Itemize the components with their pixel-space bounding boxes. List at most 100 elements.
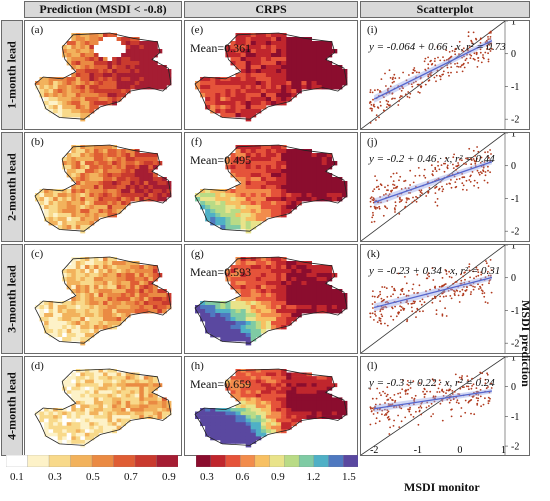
map-cell	[107, 161, 113, 166]
map-cell	[240, 301, 247, 306]
map-cell	[250, 379, 257, 384]
map-cell	[66, 309, 72, 314]
map-cell	[311, 404, 317, 409]
scatter-point	[397, 414, 399, 417]
map-cell	[245, 209, 252, 214]
map-cell	[143, 157, 149, 162]
scatter-point	[441, 185, 443, 188]
map-cell	[93, 205, 99, 210]
scatter-point	[415, 311, 417, 313]
map-cell	[80, 379, 86, 384]
scatter-point	[486, 155, 489, 157]
map-cell	[260, 432, 267, 437]
regression-line	[373, 40, 493, 100]
scatter-point	[369, 89, 372, 91]
map-cell	[93, 101, 99, 106]
map-cell	[112, 393, 117, 398]
map-cell	[271, 201, 277, 206]
map-cell	[230, 81, 236, 86]
scatter-point	[388, 418, 391, 421]
scatter-point	[485, 39, 488, 42]
scatter-point	[434, 166, 437, 169]
map-cell	[84, 429, 90, 434]
map-cell	[336, 415, 343, 419]
map-cell	[57, 105, 63, 110]
map-cell	[112, 73, 117, 78]
map-cell	[301, 77, 307, 82]
map-cell	[130, 386, 136, 391]
map-cell	[75, 313, 81, 318]
map-cell	[89, 89, 95, 94]
map-cell	[107, 77, 113, 82]
map-cell	[103, 281, 108, 286]
map-cell	[235, 337, 241, 342]
map-cell	[62, 209, 68, 214]
map-cell	[316, 85, 323, 90]
scatter-point	[415, 80, 417, 83]
map-cell	[276, 157, 282, 162]
map-cell	[250, 397, 257, 402]
map-cell	[121, 177, 126, 182]
scatter-point	[378, 392, 381, 394]
map-cell	[240, 181, 247, 186]
scatter-point	[435, 185, 438, 188]
map-cell	[75, 369, 81, 373]
map-cell	[107, 93, 113, 98]
map-cell	[230, 429, 236, 434]
map-cell	[57, 197, 63, 202]
map-cell	[139, 285, 145, 290]
map-cell	[286, 209, 292, 214]
map-cell	[271, 49, 277, 54]
scatter-point	[401, 388, 404, 391]
map-cell	[271, 37, 277, 42]
x-tick-label: -2	[370, 445, 378, 455]
map-cell	[276, 285, 282, 290]
map-cell	[245, 379, 252, 384]
map-cell	[130, 53, 136, 58]
map-cell	[89, 317, 95, 322]
map-cell	[107, 400, 113, 405]
map-cell	[205, 81, 211, 86]
map-cell	[250, 193, 257, 198]
map-cell	[103, 269, 108, 274]
map-cell	[152, 193, 158, 198]
map-cell	[271, 273, 277, 278]
map-cell	[210, 201, 216, 206]
scatter-point	[400, 309, 402, 312]
map-cell	[84, 281, 90, 286]
map-cell	[84, 113, 90, 118]
map-cell	[210, 221, 216, 226]
map-cell	[220, 333, 226, 338]
scatter-point	[454, 294, 456, 296]
scatter-point	[434, 64, 437, 67]
map-cell	[296, 161, 302, 166]
map-cell	[44, 105, 49, 110]
map-cell	[89, 411, 95, 416]
scatter-point	[477, 394, 480, 396]
scatter-point	[476, 157, 478, 160]
map-cell	[205, 85, 211, 90]
map-cell	[276, 411, 282, 416]
scatter-point	[405, 79, 408, 82]
scatter-point	[455, 401, 458, 404]
map-cell	[311, 169, 317, 174]
map-cell	[205, 89, 211, 94]
scatter-point	[400, 89, 403, 92]
map-cell	[93, 93, 99, 98]
map-cell	[161, 189, 167, 194]
map-cell	[80, 37, 86, 42]
map-cell	[125, 269, 131, 274]
map-cell	[265, 408, 272, 412]
map-cell	[152, 189, 158, 194]
scatter-point	[373, 295, 376, 298]
map-cell	[71, 390, 77, 395]
map-cell	[71, 411, 77, 416]
map-cell	[296, 41, 302, 46]
map-cell	[116, 317, 122, 322]
map-cell	[235, 65, 241, 70]
map-cell	[44, 408, 49, 412]
map-cell	[53, 101, 58, 106]
map-cell	[205, 77, 211, 82]
scatter-point	[377, 201, 380, 204]
map-cell	[205, 193, 211, 198]
